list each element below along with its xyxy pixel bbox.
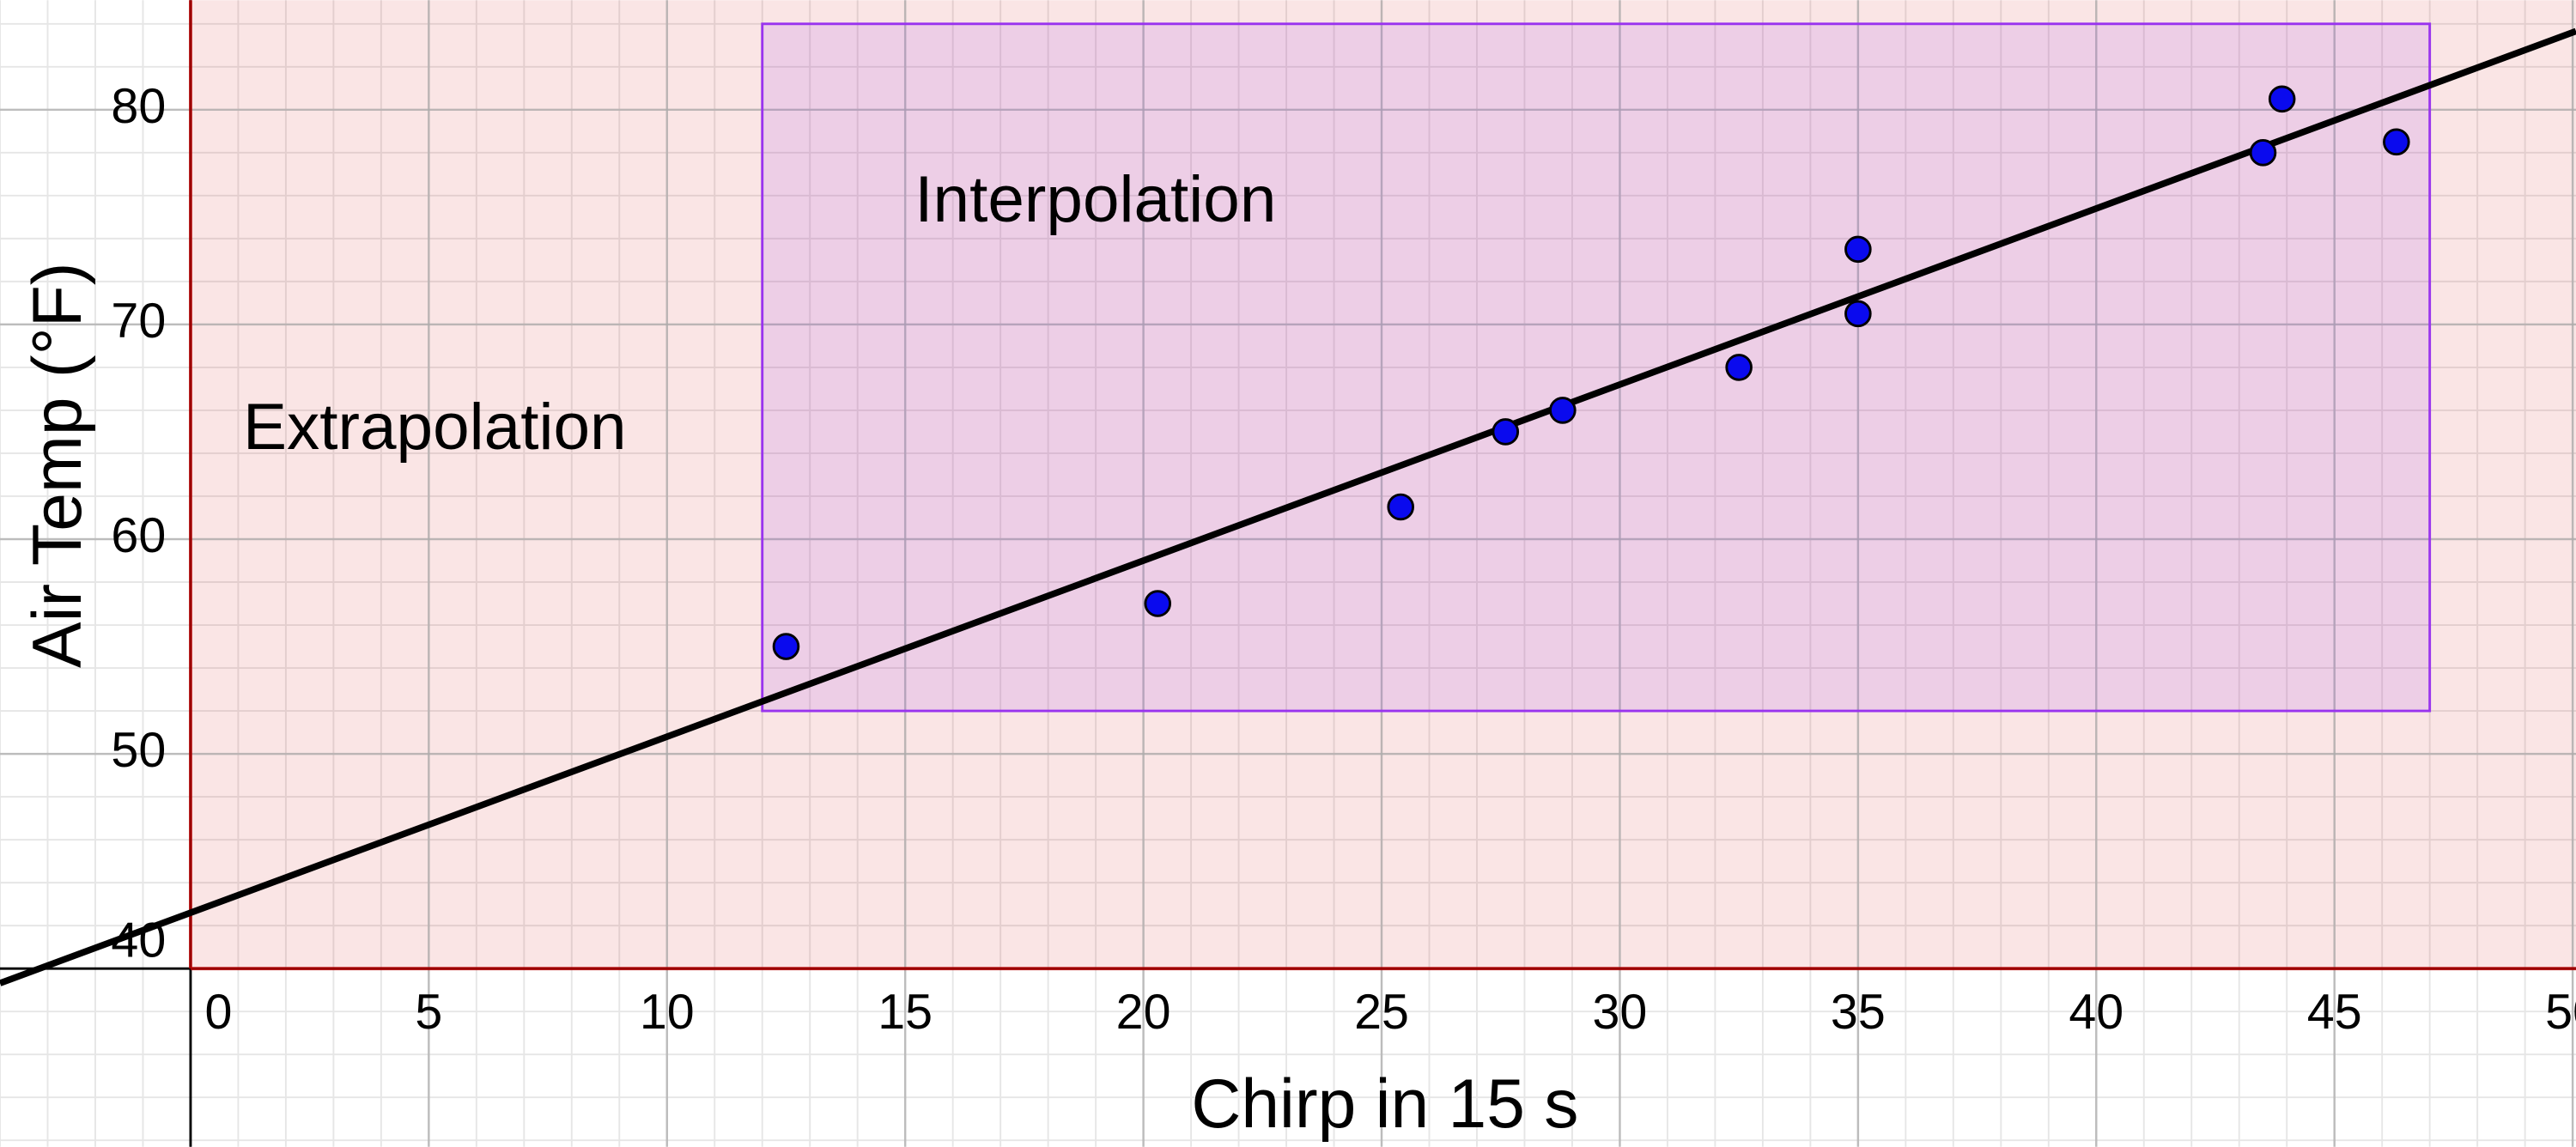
x-tick-label: 10: [640, 985, 695, 1040]
y-tick-label: 50: [111, 723, 166, 778]
region-label: Interpolation: [914, 163, 1276, 236]
x-tick-label: 50: [2545, 985, 2576, 1040]
x-tick-label: 30: [1593, 985, 1648, 1040]
data-point: [2268, 85, 2296, 113]
x-tick-label: 15: [878, 985, 933, 1040]
data-point: [1549, 397, 1577, 424]
data-point: [2383, 128, 2410, 156]
y-tick-label: 80: [111, 79, 166, 134]
data-point: [1844, 300, 1872, 328]
x-tick-label: 25: [1354, 985, 1409, 1040]
data-point: [2249, 139, 2277, 167]
y-tick-label: 60: [111, 508, 166, 563]
x-tick-label: 0: [204, 985, 232, 1040]
data-point: [1144, 590, 1172, 617]
data-point: [1387, 493, 1415, 521]
x-axis-label: Chirp in 15 s: [1191, 1065, 1578, 1143]
extrapolation-region: [190, 0, 2576, 969]
x-tick-label: 35: [1831, 985, 1886, 1040]
fit-line: [0, 27, 2576, 986]
y-axis-label: Air Temp (°F): [19, 262, 96, 668]
region-label: Extrapolation: [243, 391, 627, 464]
x-tick-label: 40: [2069, 985, 2123, 1040]
data-point: [1844, 235, 1872, 264]
data-point: [1492, 418, 1520, 446]
data-point: [772, 633, 800, 660]
y-tick-label: 70: [111, 294, 166, 349]
x-tick-label: 20: [1116, 985, 1171, 1040]
data-point: [1725, 354, 1753, 381]
x-tick-label: 45: [2307, 985, 2362, 1040]
x-tick-label: 5: [415, 985, 442, 1040]
